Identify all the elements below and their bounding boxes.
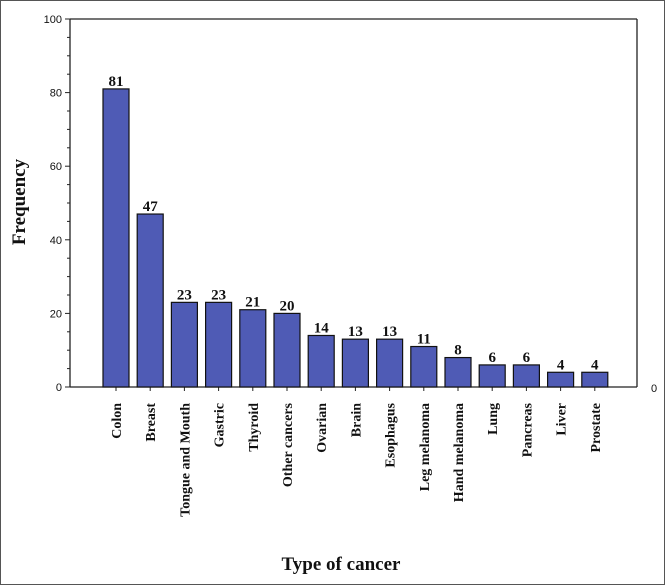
right-axis-label: 0: [651, 383, 657, 395]
bar: [410, 345, 438, 388]
x-tick-label: Other cancers: [281, 402, 296, 487]
bar: [341, 338, 369, 388]
x-axis-title: Type of cancer: [282, 554, 401, 575]
y-tick-label: 60: [50, 161, 62, 173]
bar: [581, 371, 609, 388]
bar-value-label: 6: [488, 350, 496, 366]
x-tick-label: Tongue and Mouth: [178, 403, 193, 517]
bar-value-label: 11: [417, 332, 431, 348]
bar: [136, 213, 164, 388]
bar-value-label: 6: [523, 350, 531, 366]
y-tick-label: 80: [50, 88, 62, 100]
bar-value-label: 20: [280, 298, 295, 314]
x-tick-label: Pancreas: [520, 402, 535, 457]
bar: [102, 88, 130, 388]
bar-value-label: 4: [591, 357, 599, 373]
x-tick-label: Prostate: [589, 403, 604, 453]
bar: [307, 334, 335, 388]
bar-value-label: 47: [143, 199, 159, 215]
bar-value-label: 13: [382, 324, 397, 340]
labels: 0 20 40 60 80 100 81 Colon 47 Breast 23 Tongue and …: [44, 14, 604, 517]
bar: [273, 312, 301, 388]
y-axis-title: Frequency: [9, 158, 30, 245]
x-tick-label: Brain: [349, 403, 364, 437]
x-tick-label: Liver: [555, 403, 570, 436]
bar-value-label: 8: [454, 343, 462, 359]
x-tick-label: Gastric: [213, 403, 228, 447]
x-tick-label: Leg melanoma: [418, 403, 433, 491]
bar: [376, 338, 404, 388]
x-tick-label: Hand melanoma: [452, 403, 467, 502]
bars: [102, 88, 609, 388]
y-tick-label: 0: [56, 382, 62, 394]
bar: [170, 301, 198, 388]
x-tick-label: Thyroid: [247, 403, 262, 452]
x-tick-label: Esophagus: [384, 402, 399, 467]
bar: [444, 356, 472, 388]
x-tick-label: Lung: [486, 403, 501, 435]
x-tick-label: Colon: [110, 403, 125, 439]
bar-value-label: 13: [348, 324, 363, 340]
x-tick-label: Ovarian: [315, 403, 330, 453]
bar: [512, 364, 541, 388]
bar: [546, 371, 575, 388]
bar-value-label: 23: [211, 287, 226, 303]
x-tick-label: Breast: [144, 403, 159, 442]
bar-value-label: 23: [177, 287, 192, 303]
bar: [205, 301, 233, 388]
y-tick-label: 20: [50, 308, 62, 320]
y-tick-label: 100: [44, 14, 62, 26]
axes: [65, 18, 638, 391]
bar-value-label: 21: [245, 295, 260, 311]
bar: [478, 364, 506, 388]
bar-value-label: 4: [557, 357, 565, 373]
bar: [239, 309, 267, 388]
bar-value-label: 81: [109, 74, 124, 90]
bar-value-label: 14: [314, 320, 330, 336]
y-tick-label: 40: [50, 235, 62, 247]
